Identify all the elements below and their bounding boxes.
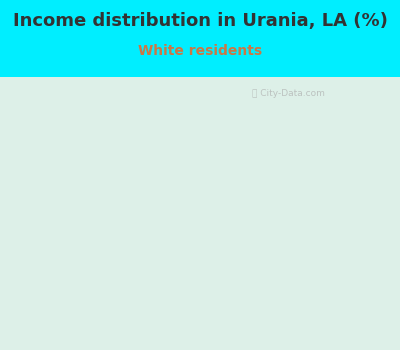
Wedge shape — [181, 134, 200, 210]
Wedge shape — [124, 187, 200, 210]
Wedge shape — [200, 169, 276, 224]
Text: $150k: $150k — [291, 257, 329, 267]
Text: $20k: $20k — [74, 176, 105, 186]
Wedge shape — [200, 152, 264, 210]
Text: $75k: $75k — [253, 305, 284, 315]
Wedge shape — [176, 210, 200, 286]
Text: $30k: $30k — [120, 308, 150, 317]
Text: $40k: $40k — [69, 210, 100, 219]
Text: $125k: $125k — [291, 234, 329, 244]
Wedge shape — [200, 210, 275, 274]
Wedge shape — [144, 136, 200, 210]
Text: Income distribution in Urania, LA (%): Income distribution in Urania, LA (%) — [12, 12, 388, 30]
Text: $10k: $10k — [293, 196, 323, 206]
Text: ⓘ City-Data.com: ⓘ City-Data.com — [252, 89, 324, 98]
Text: $50k: $50k — [72, 266, 103, 276]
Wedge shape — [128, 158, 200, 210]
Text: $60k: $60k — [194, 313, 224, 323]
Text: > $200k: > $200k — [59, 238, 110, 248]
Wedge shape — [195, 210, 241, 286]
Text: $100k: $100k — [278, 166, 316, 175]
Wedge shape — [124, 201, 200, 224]
Text: $200k: $200k — [137, 100, 175, 110]
Wedge shape — [200, 134, 248, 210]
Wedge shape — [125, 210, 200, 282]
Text: White residents: White residents — [138, 44, 262, 58]
